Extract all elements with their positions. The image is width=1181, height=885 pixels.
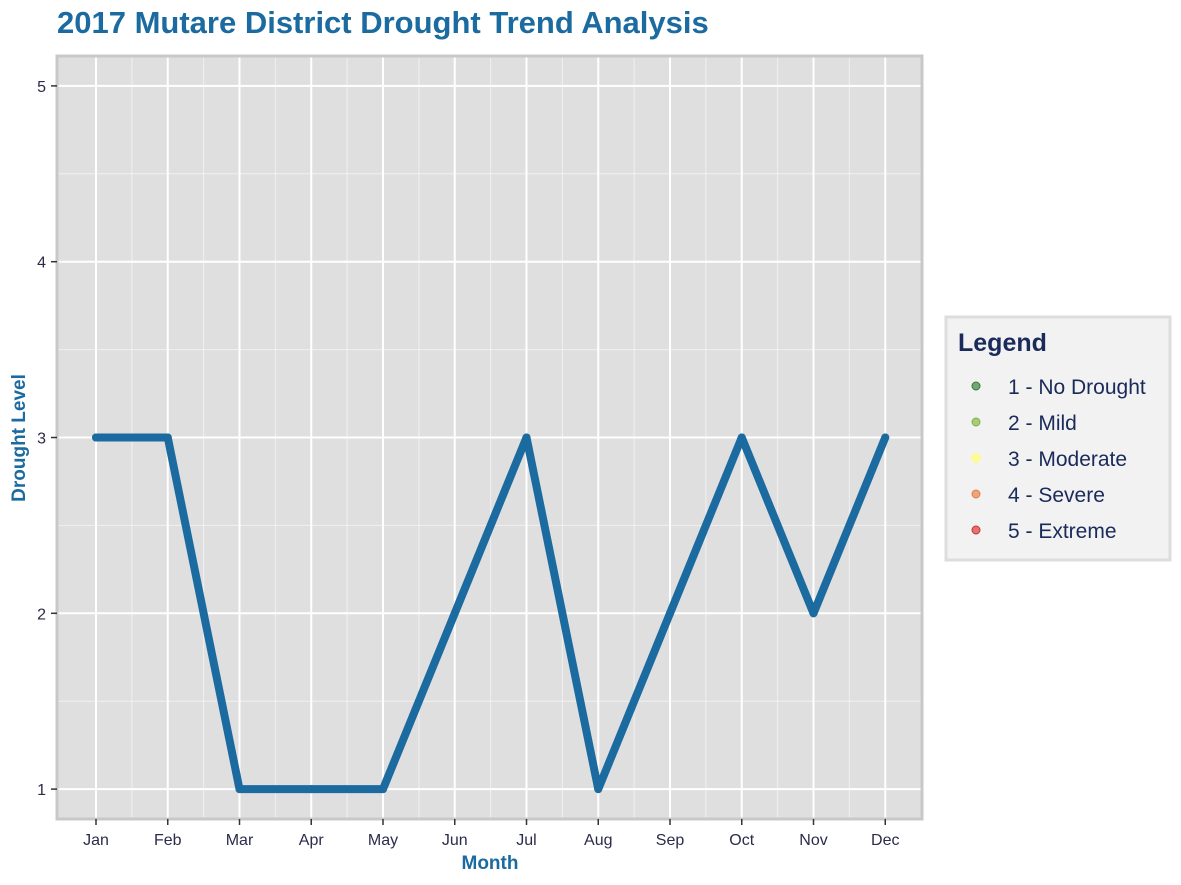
x-axis: Jan Feb Mar Apr May Jun Jul Aug Sep Oct Nov Dec: [83, 819, 899, 849]
x-tick-label: Jan: [83, 832, 109, 849]
legend-box: [944, 315, 1172, 562]
legend-key: [971, 453, 981, 463]
legend-key: [971, 525, 981, 535]
data-point: [307, 785, 316, 794]
data-point: [235, 785, 244, 794]
legend-label: 2 - Mild: [1008, 412, 1077, 435]
legend-label: 5 - Extreme: [1008, 520, 1117, 543]
x-tick-label: Aug: [584, 832, 612, 849]
series-layer: [92, 433, 890, 794]
legend-label: 1 - No Drought: [1008, 376, 1146, 399]
x-tick-label: Mar: [226, 832, 254, 849]
data-point: [666, 609, 674, 618]
data-point: [450, 609, 459, 618]
series-line: [92, 433, 890, 794]
x-tick-label: Jun: [442, 832, 468, 849]
y-tick-label: 4: [37, 255, 46, 272]
x-tick-label: May: [368, 832, 398, 849]
legend-key: [971, 381, 981, 391]
data-point: [594, 785, 603, 794]
data-point: [522, 433, 531, 442]
x-axis-title: Month: [462, 853, 519, 874]
x-tick-label: Nov: [799, 832, 827, 849]
legend-item: 1 - No Drought: [971, 376, 1146, 399]
legend-item: 5 - Extreme: [971, 520, 1117, 543]
y-axis: 1 2 3 4 5: [37, 79, 57, 799]
x-tick-label: Feb: [154, 832, 182, 849]
y-tick-label: 1: [37, 782, 46, 799]
y-tick-label: 3: [37, 431, 46, 448]
y-tick-label: 5: [37, 79, 46, 96]
x-tick-label: Jul: [516, 832, 536, 849]
legend-key: [971, 489, 981, 499]
legend-label: 3 - Moderate: [1008, 448, 1127, 471]
y-axis-title: Drought Level: [9, 374, 30, 502]
x-tick-label: Oct: [729, 832, 754, 849]
legend-key: [971, 417, 981, 427]
legend: Legend 1 - No Drought 2 - Mild 3 - Moderat…: [944, 315, 1172, 562]
data-point: [809, 609, 818, 618]
legend-label: 4 - Severe: [1008, 484, 1105, 507]
data-point: [379, 785, 387, 794]
legend-items: 1 - No Drought 2 - Mild 3 - Moderate 4 - Se…: [971, 376, 1146, 543]
x-tick-label: Sep: [656, 832, 685, 849]
legend-item: 3 - Moderate: [971, 448, 1127, 471]
data-point: [163, 433, 172, 442]
data-point: [881, 433, 890, 442]
data-point: [92, 433, 100, 442]
x-tick-label: Dec: [871, 832, 899, 849]
legend-item: 4 - Severe: [971, 484, 1105, 507]
legend-item: 2 - Mild: [971, 412, 1077, 435]
x-tick-label: Apr: [299, 832, 325, 849]
data-point: [737, 433, 746, 442]
chart-title: 2017 Mutare District Drought Trend Analy…: [57, 5, 709, 40]
legend-title: Legend: [958, 329, 1047, 357]
y-tick-label: 2: [37, 606, 46, 623]
